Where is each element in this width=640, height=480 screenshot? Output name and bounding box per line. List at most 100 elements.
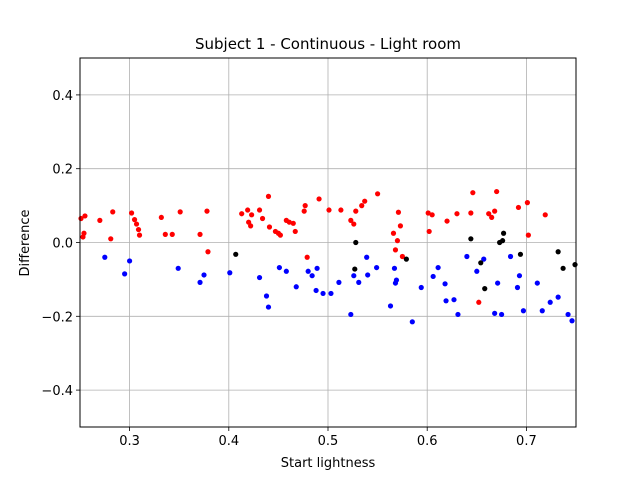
data-point-series-1: [304, 254, 310, 260]
data-point-series-1: [292, 228, 298, 235]
data-point-series-1: [353, 208, 359, 214]
data-point-series-2: [309, 273, 315, 279]
chart-title: Subject 1 - Continuous - Light room: [195, 35, 461, 53]
data-point-series-1: [162, 231, 168, 237]
data-point-series-3: [500, 230, 507, 236]
data-point-series-3: [482, 286, 488, 292]
data-point-series-2: [514, 284, 521, 291]
data-point-series-2: [127, 258, 133, 264]
data-point-series-2: [565, 311, 571, 318]
plot-frame: [79, 57, 577, 428]
data-point-series-2: [387, 303, 394, 309]
data-point-series-2: [435, 264, 441, 271]
x-tick-label: 0.6: [417, 434, 438, 449]
data-point-series-2: [313, 287, 319, 294]
data-point-series-1: [429, 212, 435, 218]
data-point-series-2: [276, 264, 282, 271]
data-point-series-3: [352, 266, 358, 272]
data-point-series-1: [362, 198, 368, 204]
data-points: [78, 188, 578, 325]
data-point-series-1: [348, 217, 354, 223]
data-point-series-1: [177, 209, 183, 215]
data-point-series-2: [256, 274, 263, 281]
data-point-series-1: [338, 207, 344, 213]
data-point-series-2: [474, 268, 480, 274]
data-point-series-2: [516, 273, 523, 279]
data-point-series-2: [534, 280, 540, 286]
data-point-series-2: [443, 298, 449, 304]
data-point-series-1: [290, 220, 296, 226]
data-point-series-1: [286, 219, 292, 225]
data-point-series-2: [520, 308, 527, 314]
data-point-series-1: [81, 230, 87, 236]
data-point-series-2: [336, 279, 342, 285]
data-point-series-2: [507, 253, 514, 260]
data-point-series-1: [492, 208, 498, 214]
data-point-series-1: [97, 217, 103, 223]
data-point-series-1: [249, 212, 255, 218]
data-point-series-2: [481, 256, 487, 262]
data-point-series-2: [320, 290, 326, 297]
data-point-series-2: [464, 253, 470, 260]
data-point-series-1: [426, 228, 432, 235]
data-point-series-2: [547, 299, 553, 305]
data-point-series-3: [517, 251, 524, 257]
data-point-series-3: [478, 260, 484, 266]
data-point-series-2: [305, 268, 311, 274]
data-point-series-2: [293, 284, 299, 290]
data-point-series-3: [555, 249, 561, 255]
data-point-series-3: [560, 265, 566, 271]
data-point-series-2: [356, 279, 362, 285]
data-point-series-2: [430, 273, 436, 280]
data-point-series-3: [233, 251, 239, 257]
data-point-series-1: [494, 188, 500, 195]
data-point-series-1: [136, 232, 143, 238]
data-point-series-1: [542, 212, 548, 218]
y-axis-label: Difference: [18, 209, 33, 276]
data-point-series-2: [348, 311, 354, 318]
data-point-series-1: [239, 211, 245, 217]
data-point-series-2: [374, 264, 380, 271]
data-point-series-2: [365, 272, 371, 278]
x-tick-label: 0.4: [218, 434, 239, 449]
data-point-series-1: [197, 231, 203, 237]
x-axis-label: Start lightness: [281, 456, 376, 471]
data-point-series-1: [351, 221, 357, 227]
data-point-series-3: [499, 238, 506, 244]
data-point-series-2: [227, 270, 233, 276]
data-point-series-1: [133, 221, 140, 227]
data-point-series-2: [351, 273, 357, 279]
y-tick-label: −0.4: [41, 384, 73, 399]
data-point-series-3: [572, 262, 578, 268]
data-point-series-1: [302, 203, 308, 209]
data-point-series-2: [391, 265, 398, 271]
data-point-series-2: [175, 265, 181, 271]
y-ticks: −0.4 −0.2 0.0 0.2 0.4: [41, 89, 80, 399]
data-point-series-2: [393, 277, 400, 283]
data-point-series-1: [489, 214, 495, 221]
data-point-series-1: [277, 232, 283, 238]
data-point-series-1: [390, 230, 397, 236]
x-tick-label: 0.3: [119, 434, 140, 449]
data-point-series-1: [301, 208, 307, 214]
data-point-series-2: [197, 279, 203, 285]
data-point-series-2: [364, 254, 370, 260]
data-point-series-3: [468, 236, 474, 242]
data-point-series-1: [131, 217, 138, 223]
data-point-series-1: [256, 207, 263, 213]
data-point-series-2: [492, 310, 498, 316]
x-ticks: 0.3 0.4 0.5 0.6 0.7: [119, 427, 537, 449]
data-point-series-1: [486, 211, 492, 217]
data-point-series-1: [82, 213, 88, 219]
data-point-series-2: [442, 281, 448, 287]
y-tick-label: 0.4: [52, 89, 73, 104]
y-tick-label: 0.2: [52, 163, 73, 178]
data-point-series-1: [128, 210, 135, 216]
data-point-series-2: [201, 272, 207, 278]
data-point-series-1: [110, 209, 116, 215]
data-point-series-1: [169, 231, 175, 237]
data-point-series-1: [524, 200, 530, 206]
data-point-series-1: [259, 215, 266, 222]
